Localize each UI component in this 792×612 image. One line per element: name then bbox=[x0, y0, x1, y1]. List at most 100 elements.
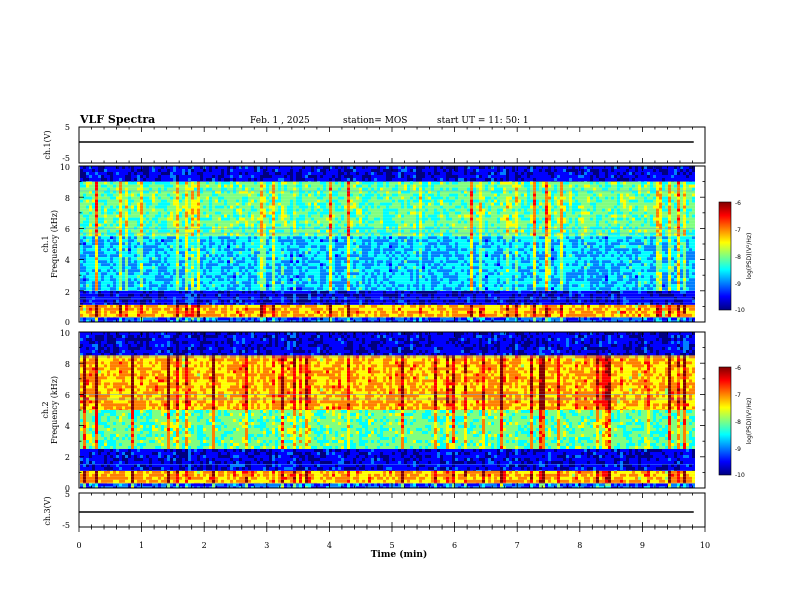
spectrogram-cell bbox=[170, 251, 173, 254]
spectrogram-cell bbox=[110, 239, 113, 242]
spectrogram-cell bbox=[95, 305, 98, 308]
spectrogram-cell bbox=[194, 297, 197, 300]
spectrogram-cell bbox=[182, 209, 185, 212]
spectrogram-cell bbox=[140, 248, 143, 251]
spectrogram-cell bbox=[188, 185, 191, 188]
spectrogram-cell bbox=[83, 215, 86, 218]
spectrogram-cell bbox=[188, 287, 191, 290]
spectrogram-cell bbox=[119, 194, 122, 197]
spectrogram-cell bbox=[146, 305, 149, 308]
spectrogram-cell bbox=[194, 197, 197, 200]
spectrogram-cell bbox=[89, 215, 92, 218]
spectrogram-cell bbox=[191, 287, 194, 290]
spectrogram-cell bbox=[179, 300, 182, 303]
spectrogram-cell bbox=[152, 266, 155, 269]
spectrogram-cell bbox=[131, 181, 134, 182]
spectrogram-cell bbox=[119, 188, 122, 191]
spectrogram-cell bbox=[86, 230, 89, 233]
spectrogram-cell bbox=[113, 245, 116, 248]
spectrogram-cell bbox=[137, 284, 140, 287]
spectrogram-cell bbox=[86, 311, 89, 314]
spectrogram-cell bbox=[155, 272, 158, 275]
spectrogram-cell bbox=[134, 169, 137, 172]
spectrogram-cell bbox=[122, 172, 125, 175]
spectrogram-cell bbox=[164, 181, 167, 182]
spectrogram-cell bbox=[95, 203, 98, 206]
spectrogram-cell bbox=[167, 294, 170, 297]
spectrogram-cell bbox=[197, 287, 200, 290]
spectrogram-cell bbox=[86, 251, 89, 254]
spectrogram-cell bbox=[140, 200, 143, 203]
spectrogram-cell bbox=[173, 175, 176, 178]
spectrogram-cell bbox=[167, 248, 170, 251]
spectrogram-cell bbox=[110, 266, 113, 269]
spectrogram-cell bbox=[110, 242, 113, 245]
spectrogram-cell bbox=[170, 311, 173, 314]
spectrogram-cell bbox=[107, 260, 110, 263]
spectrogram-cell bbox=[80, 260, 83, 263]
spectrogram-cell bbox=[131, 209, 134, 212]
spectrogram-cell bbox=[155, 260, 158, 263]
spectrogram-cell bbox=[152, 308, 155, 311]
spectrogram-cell bbox=[179, 194, 182, 197]
spectrogram-cell bbox=[155, 275, 158, 278]
spectrogram-cell bbox=[164, 251, 167, 254]
spectrogram-cell bbox=[86, 221, 89, 224]
spectrogram-cell bbox=[155, 209, 158, 212]
spectrogram-cell bbox=[86, 300, 89, 303]
spectrogram-cell bbox=[92, 242, 95, 245]
spectrogram-cell bbox=[152, 218, 155, 221]
spectrogram-cell bbox=[83, 221, 86, 224]
spectrogram-cell bbox=[167, 281, 170, 284]
spectrogram-cell bbox=[119, 212, 122, 215]
spectrogram-cell bbox=[107, 300, 110, 303]
spectrogram-cell bbox=[80, 297, 83, 300]
spectrogram-cell bbox=[182, 221, 185, 224]
spectrogram-cell bbox=[128, 218, 131, 221]
spectrogram-cell bbox=[185, 194, 188, 197]
spectrogram-cell bbox=[116, 169, 119, 172]
spectrogram-cell bbox=[173, 263, 176, 266]
spectrogram-cell bbox=[143, 175, 146, 178]
spectrogram-cell bbox=[197, 242, 200, 245]
spectrogram-cell bbox=[173, 181, 176, 182]
spectrogram-cell bbox=[161, 287, 164, 290]
spectrogram-cell bbox=[110, 269, 113, 272]
spectrogram-cell bbox=[86, 291, 89, 294]
spectrogram-cell bbox=[194, 175, 197, 178]
spectrogram-cell bbox=[98, 257, 101, 260]
spectrogram-cell bbox=[113, 275, 116, 278]
spectrogram-cell bbox=[125, 181, 128, 182]
spectrogram-cell bbox=[197, 291, 200, 294]
spectrogram-cell bbox=[170, 266, 173, 269]
spectrogram-cell bbox=[104, 206, 107, 209]
spectrogram-cell bbox=[149, 284, 152, 287]
spectrogram-cell bbox=[107, 169, 110, 172]
spectrogram-cell bbox=[128, 178, 131, 181]
spectrogram-cell bbox=[113, 278, 116, 281]
spectrogram-cell bbox=[161, 263, 164, 266]
spectrogram-cell bbox=[83, 300, 86, 303]
spectrogram-cell bbox=[95, 275, 98, 278]
spectrogram-cell bbox=[194, 188, 197, 191]
spectrogram-cell bbox=[149, 215, 152, 218]
spectrogram-cell bbox=[143, 215, 146, 218]
spectrogram-cell bbox=[200, 266, 203, 269]
spectrogram-cell bbox=[134, 245, 137, 248]
spectrogram-cell bbox=[182, 242, 185, 245]
spectrogram-cell bbox=[128, 182, 131, 185]
spectrogram-cell bbox=[194, 290, 197, 291]
spectrogram-cell bbox=[185, 245, 188, 248]
spectrogram-cell bbox=[140, 272, 143, 275]
spectrogram-cell bbox=[170, 215, 173, 218]
spectrogram-cell bbox=[149, 272, 152, 275]
spectrogram-cell bbox=[152, 172, 155, 175]
spectrogram-cell bbox=[149, 224, 152, 227]
spectrogram-cell bbox=[176, 169, 179, 172]
spectrogram-cell bbox=[188, 197, 191, 200]
spectrogram-cell bbox=[89, 281, 92, 284]
spectrogram-cell bbox=[191, 188, 194, 191]
spectrogram-cell bbox=[86, 272, 89, 275]
spectrogram-cell bbox=[173, 300, 176, 303]
spectrogram-cell bbox=[86, 212, 89, 215]
